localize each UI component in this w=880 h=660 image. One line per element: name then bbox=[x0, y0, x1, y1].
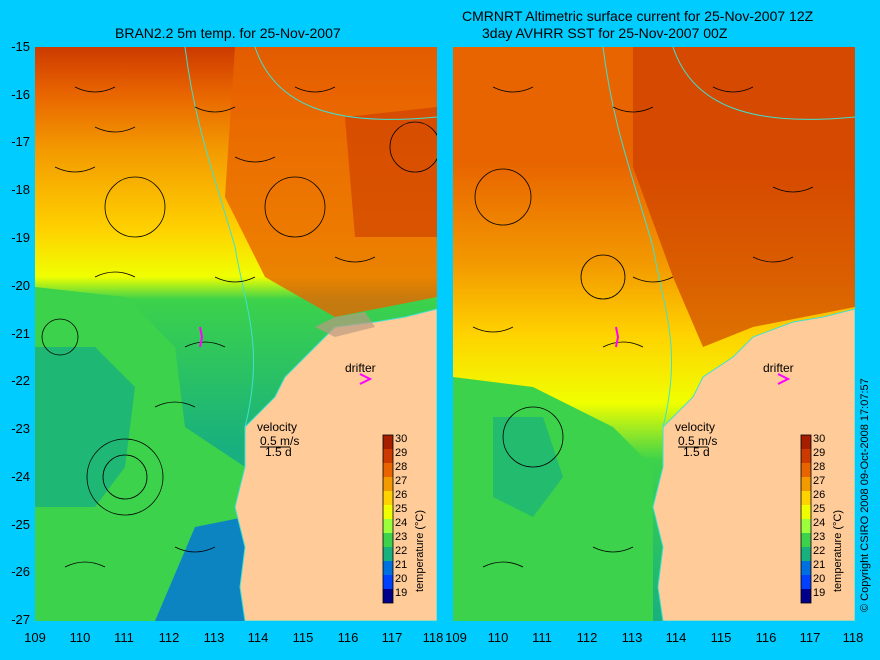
right-drifter-track bbox=[615, 326, 620, 348]
lat-label-24: -24 bbox=[11, 469, 30, 484]
right-drifter-legend-mark bbox=[777, 373, 791, 385]
left-lon-label-118: 118 bbox=[422, 630, 444, 645]
left-velocity-speed: 0.5 m/s bbox=[260, 434, 299, 448]
right-map-panel: drifter velocity 0.5 m/s 1.5 d 30 29 28 … bbox=[453, 47, 855, 621]
lat-label-15: -15 bbox=[11, 39, 30, 54]
left-bathymetry-contour bbox=[184, 47, 255, 428]
right-colorbar-ticks: 30 29 28 27 26 25 24 23 22 21 20 19 bbox=[813, 433, 825, 599]
right-colorbar-tick-20: 20 bbox=[813, 573, 825, 585]
right-colorbar-tick-29: 29 bbox=[813, 447, 825, 459]
right-colorbar-tick-28: 28 bbox=[813, 461, 825, 473]
lat-label-18: -18 bbox=[11, 182, 30, 197]
right-lon-label-113: 113 bbox=[621, 630, 643, 645]
left-drifter-track bbox=[199, 326, 204, 348]
right-colorbar-title: temperature (°C) bbox=[832, 510, 844, 592]
left-colorbar bbox=[382, 434, 394, 604]
left-current-vectors bbox=[41, 86, 437, 568]
right-bathymetry-contour bbox=[602, 47, 673, 428]
right-lon-label-110: 110 bbox=[487, 630, 509, 645]
right-colorbar-tick-26: 26 bbox=[813, 489, 825, 501]
right-cool-zone bbox=[493, 417, 563, 517]
left-colorbar-title: temperature (°C) bbox=[414, 510, 426, 592]
lat-label-20: -20 bbox=[11, 278, 30, 293]
left-lon-label-114: 114 bbox=[247, 630, 269, 645]
lat-label-27: -27 bbox=[11, 612, 30, 627]
right-lon-label-109: 109 bbox=[445, 630, 467, 645]
right-map-title-line1: CMRNRT Altimetric surface current for 25… bbox=[462, 8, 814, 24]
left-lon-label-110: 110 bbox=[69, 630, 91, 645]
lat-label-17: -17 bbox=[11, 134, 30, 149]
right-colorbar-tick-22: 22 bbox=[813, 545, 825, 557]
left-bathymetry-contour-2 bbox=[254, 47, 437, 120]
right-lon-label-114: 114 bbox=[665, 630, 687, 645]
left-drifter-legend-mark bbox=[359, 373, 373, 385]
left-lon-label-117: 117 bbox=[381, 630, 403, 645]
left-map-title: BRAN2.2 5m temp. for 25-Nov-2007 bbox=[115, 25, 341, 41]
right-velocity-label: velocity bbox=[675, 420, 715, 434]
left-colorbar-tick-26: 26 bbox=[395, 489, 407, 501]
right-lon-label-115: 115 bbox=[710, 630, 732, 645]
right-lon-label-118: 118 bbox=[842, 630, 864, 645]
right-lon-label-116: 116 bbox=[755, 630, 777, 645]
left-lon-label-109: 109 bbox=[24, 630, 46, 645]
right-colorbar-tick-30: 30 bbox=[813, 433, 825, 445]
left-lon-label-112: 112 bbox=[158, 630, 180, 645]
right-hot-zone bbox=[633, 47, 855, 347]
right-colorbar-tick-19: 19 bbox=[813, 587, 825, 599]
left-colorbar-tick-19: 19 bbox=[395, 587, 407, 599]
right-colorbar-tick-25: 25 bbox=[813, 503, 825, 515]
left-hot-zone bbox=[345, 107, 437, 237]
right-lon-label-112: 112 bbox=[576, 630, 598, 645]
right-velocity-time: 1.5 d bbox=[683, 445, 710, 459]
lat-label-21: -21 bbox=[11, 326, 30, 341]
lat-label-19: -19 bbox=[11, 230, 30, 245]
left-colorbar-tick-21: 21 bbox=[395, 559, 407, 571]
copyright-notice: © Copyright CSIRO 2008 09-Oct-2008 17:07… bbox=[859, 378, 871, 612]
left-colorbar-tick-25: 25 bbox=[395, 503, 407, 515]
left-colorbar-tick-30: 30 bbox=[395, 433, 407, 445]
right-colorbar-tick-23: 23 bbox=[813, 531, 825, 543]
left-drifter-label: drifter bbox=[345, 361, 376, 375]
right-lon-label-117: 117 bbox=[799, 630, 821, 645]
lat-label-26: -26 bbox=[11, 564, 30, 579]
left-colorbar-tick-28: 28 bbox=[395, 461, 407, 473]
left-velocity-time: 1.5 d bbox=[265, 445, 292, 459]
left-lon-label-115: 115 bbox=[292, 630, 314, 645]
lat-label-23: -23 bbox=[11, 421, 30, 436]
left-lon-label-116: 116 bbox=[337, 630, 359, 645]
left-velocity-label: velocity bbox=[257, 420, 297, 434]
right-colorbar-tick-27: 27 bbox=[813, 475, 825, 487]
left-cool-zone bbox=[35, 347, 135, 507]
right-lon-label-111: 111 bbox=[532, 630, 552, 645]
lat-label-25: -25 bbox=[11, 517, 30, 532]
lat-label-16: -16 bbox=[11, 87, 30, 102]
right-bathymetry-contour-2 bbox=[672, 47, 855, 120]
left-coast-shelf bbox=[315, 312, 375, 337]
left-colorbar-tick-24: 24 bbox=[395, 517, 407, 529]
left-colorbar-tick-22: 22 bbox=[395, 545, 407, 557]
right-drifter-label: drifter bbox=[763, 361, 794, 375]
left-colorbar-tick-29: 29 bbox=[395, 447, 407, 459]
left-lon-label-113: 113 bbox=[203, 630, 225, 645]
left-colorbar-tick-20: 20 bbox=[395, 573, 407, 585]
left-colorbar-tick-23: 23 bbox=[395, 531, 407, 543]
right-colorbar-tick-24: 24 bbox=[813, 517, 825, 529]
left-blue-zone bbox=[155, 517, 250, 621]
left-colorbar-ticks: 30 29 28 27 26 25 24 23 22 21 20 19 bbox=[395, 433, 407, 599]
left-colorbar-tick-27: 27 bbox=[395, 475, 407, 487]
right-current-vectors bbox=[472, 86, 814, 568]
left-map-panel: drifter velocity 0.5 m/s 1.5 d 30 29 28 … bbox=[35, 47, 437, 621]
right-map-title-line2: 3day AVHRR SST for 25-Nov-2007 00Z bbox=[482, 25, 728, 41]
left-lon-label-111: 111 bbox=[114, 630, 134, 645]
right-colorbar-tick-21: 21 bbox=[813, 559, 825, 571]
right-velocity-speed: 0.5 m/s bbox=[678, 434, 717, 448]
right-colorbar bbox=[800, 434, 812, 604]
lat-label-22: -22 bbox=[11, 373, 30, 388]
